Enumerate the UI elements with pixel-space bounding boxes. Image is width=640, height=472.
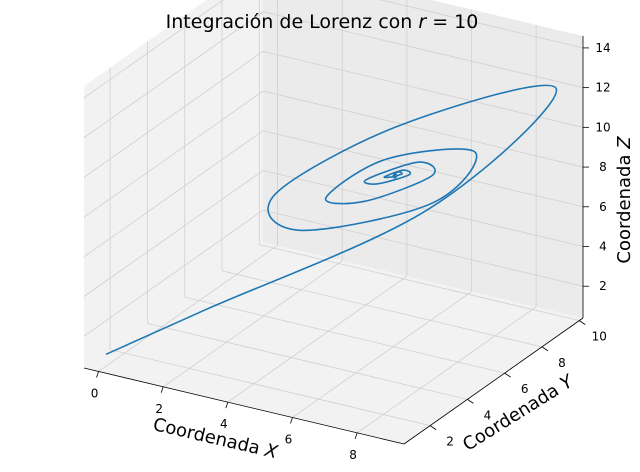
x-axis-label-variable: X (262, 440, 280, 464)
y-tick-label: 2 (446, 435, 454, 449)
chart-title-suffix: = 10 (426, 11, 478, 33)
y-tick-label: 4 (484, 408, 492, 422)
y-tick-mark (579, 320, 586, 325)
grid-line-z-left (83, 0, 224, 99)
y-tick-label: 10 (592, 330, 607, 344)
grid-line-z-back (262, 11, 584, 89)
grid-line-z-left (83, 170, 264, 297)
x-tick-mark (290, 417, 293, 424)
z-axis-label-variable: Z (614, 136, 635, 150)
grid-line-y-floor (221, 270, 543, 348)
y-tick-mark (467, 399, 474, 404)
z-tick-label: 6 (599, 200, 607, 214)
left-wall-pane (84, 0, 263, 368)
grid-line-z-left (83, 11, 264, 138)
grid-line-y-floor (184, 296, 505, 374)
x-tick-label: 6 (285, 433, 293, 447)
z-tick-label: 8 (599, 160, 607, 174)
y-tick-label: 6 (521, 382, 529, 396)
x-tick-mark (354, 432, 358, 439)
grid-line-z-back (262, 90, 584, 168)
grid-line-z-back (262, 50, 584, 128)
grid-line-x-floor (227, 275, 408, 403)
x-axis-line (83, 367, 405, 445)
z-tick-label: 14 (595, 41, 610, 55)
grid-line-x-floor (98, 245, 278, 372)
grid-line-x-floor (292, 291, 472, 418)
z-tick-label: 4 (599, 240, 607, 254)
grid-line-z-left (83, 51, 264, 178)
z-tick-label: 12 (595, 81, 610, 95)
grid-line-x-floor (356, 306, 537, 434)
y-tick-label: 8 (558, 356, 566, 370)
z-tick-label: 2 (599, 279, 607, 293)
grid-line-y-floor (147, 322, 468, 400)
y-axis-line (403, 317, 584, 445)
floor-pane (84, 242, 583, 444)
chart-title-prefix: Integración de Lorenz con (166, 11, 419, 33)
z-tick-label: 10 (595, 120, 610, 134)
chart-title: Integración de Lorenz con r = 10 (166, 11, 479, 33)
grid-line-y-floor (259, 244, 580, 322)
x-tick-mark (225, 402, 229, 409)
grid-line-z-back (262, 170, 584, 247)
grid-line-z-left (83, 130, 264, 258)
z-axis-label: Coordenada Z (614, 136, 635, 264)
x-tick-mark (160, 386, 164, 393)
grid-line-z-left (83, 90, 264, 218)
x-tick-label: 4 (220, 417, 228, 431)
x-tick-label: 2 (155, 402, 163, 416)
grid-line-z-left (83, 209, 264, 337)
grid-line-z-back (262, 130, 584, 208)
x-tick-label: 0 (91, 386, 99, 400)
y-tick-mark (429, 425, 437, 430)
x-axis-label: Coordenada X (151, 414, 280, 463)
y-tick-mark (504, 372, 511, 378)
chart-title-variable: r (418, 11, 427, 33)
back-wall-pane (263, 0, 583, 318)
grid-line-z-back (379, 0, 584, 49)
grid-line-z-back (262, 209, 584, 287)
y-tick-mark (541, 346, 549, 352)
grid-line-y-floor (110, 349, 431, 427)
x-axis-label-prefix: Coordenada (151, 414, 268, 460)
x-tick-label: 8 (349, 448, 357, 462)
z-axis-label-prefix: Coordenada (614, 149, 635, 264)
lorenz-trajectory-line (105, 84, 558, 356)
x-tick-mark (96, 371, 99, 378)
grid-line-x-floor (162, 260, 343, 388)
